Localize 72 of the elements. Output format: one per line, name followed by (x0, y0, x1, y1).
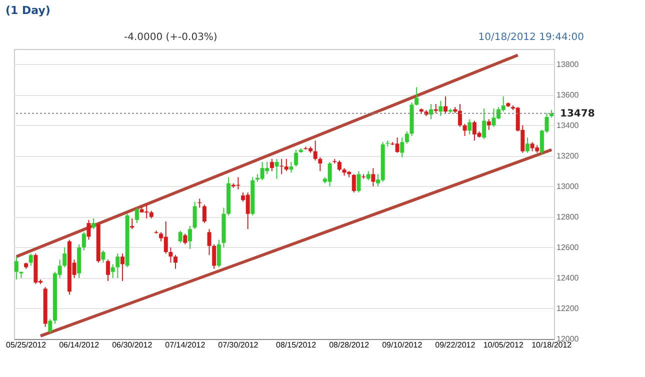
x-tick-label: 09/22/2012 (435, 340, 476, 350)
candlestick (28, 253, 33, 266)
candlestick (400, 137, 404, 158)
x-tick-label: 07/14/2012 (165, 340, 206, 350)
candlestick (318, 156, 322, 172)
y-tick-label: 12600 (556, 242, 580, 252)
candlestick (207, 228, 212, 256)
candlestick (525, 137, 530, 154)
candlestick (110, 264, 115, 278)
candlestick (48, 318, 52, 334)
y-tick-label: 13800 (556, 60, 580, 69)
candlestick (202, 204, 206, 224)
candlestick (134, 207, 139, 224)
candlestick (183, 233, 188, 245)
x-tick-label: 07/30/2012 (218, 340, 259, 350)
candlestick (438, 100, 443, 117)
text: 10/18/2012 19:44:00 (478, 32, 584, 43)
candlestick (188, 226, 192, 250)
candlestick (82, 232, 86, 251)
candlestick (371, 168, 376, 187)
x-tick-label: 08/28/2012 (329, 340, 370, 350)
candlestick (434, 103, 438, 114)
candlestick (366, 170, 370, 181)
candlestick (92, 218, 96, 230)
y-tick-label: 13400 (556, 120, 580, 130)
candlestick (212, 244, 216, 270)
y-tick-label: 12400 (556, 273, 580, 282)
text: -4.0000 (+-0.03%) (124, 32, 218, 43)
candlestick (178, 230, 182, 244)
y-tick-label: 12200 (556, 304, 580, 313)
x-tick-label: 10/05/2012 (483, 340, 524, 350)
x-tick-label: 05/25/2012 (6, 340, 47, 350)
ref-line-label: 13478 (560, 108, 595, 120)
x-tick-label: 06/30/2012 (112, 340, 153, 350)
candlestick (62, 246, 67, 268)
candlestick (414, 86, 419, 106)
y-tick-label: 13000 (556, 182, 580, 191)
x-tick-label: 06/14/2012 (59, 340, 100, 350)
chart-title: (1 Day) (6, 4, 50, 17)
candlestick (482, 108, 486, 140)
candlestick (444, 96, 448, 114)
y-tick-label: 13200 (556, 151, 580, 160)
candlestick (101, 250, 106, 264)
candlestick (486, 118, 491, 130)
candlestick (192, 201, 197, 230)
candlestick (468, 118, 472, 135)
candlestick (274, 158, 279, 180)
candlestick (313, 140, 318, 161)
candlestick (289, 161, 294, 174)
candlestick (106, 259, 110, 282)
candlestick (116, 253, 120, 278)
candlestick (352, 174, 356, 193)
x-tick-label: 10/18/2012 (532, 340, 572, 350)
y-tick-label: 12800 (556, 212, 580, 222)
candlestick (270, 158, 274, 172)
candlestick (462, 123, 467, 136)
candlestick (86, 219, 91, 240)
candlestick (168, 246, 173, 264)
candlestick (174, 254, 178, 270)
candlestick (14, 256, 18, 280)
candlestick (294, 149, 298, 168)
candlestick (284, 158, 288, 172)
candlestick (130, 218, 134, 230)
candlestick (356, 170, 361, 193)
candlestick (216, 239, 221, 268)
x-tick-label: 08/15/2012 (276, 340, 317, 350)
y-tick-label: 12000 (556, 334, 580, 344)
x-tick-label: 09/10/2012 (382, 340, 423, 350)
candlestick (337, 160, 342, 172)
candlestick (404, 130, 409, 144)
y-tick-label: 13600 (556, 90, 580, 100)
candlestick (120, 253, 124, 282)
